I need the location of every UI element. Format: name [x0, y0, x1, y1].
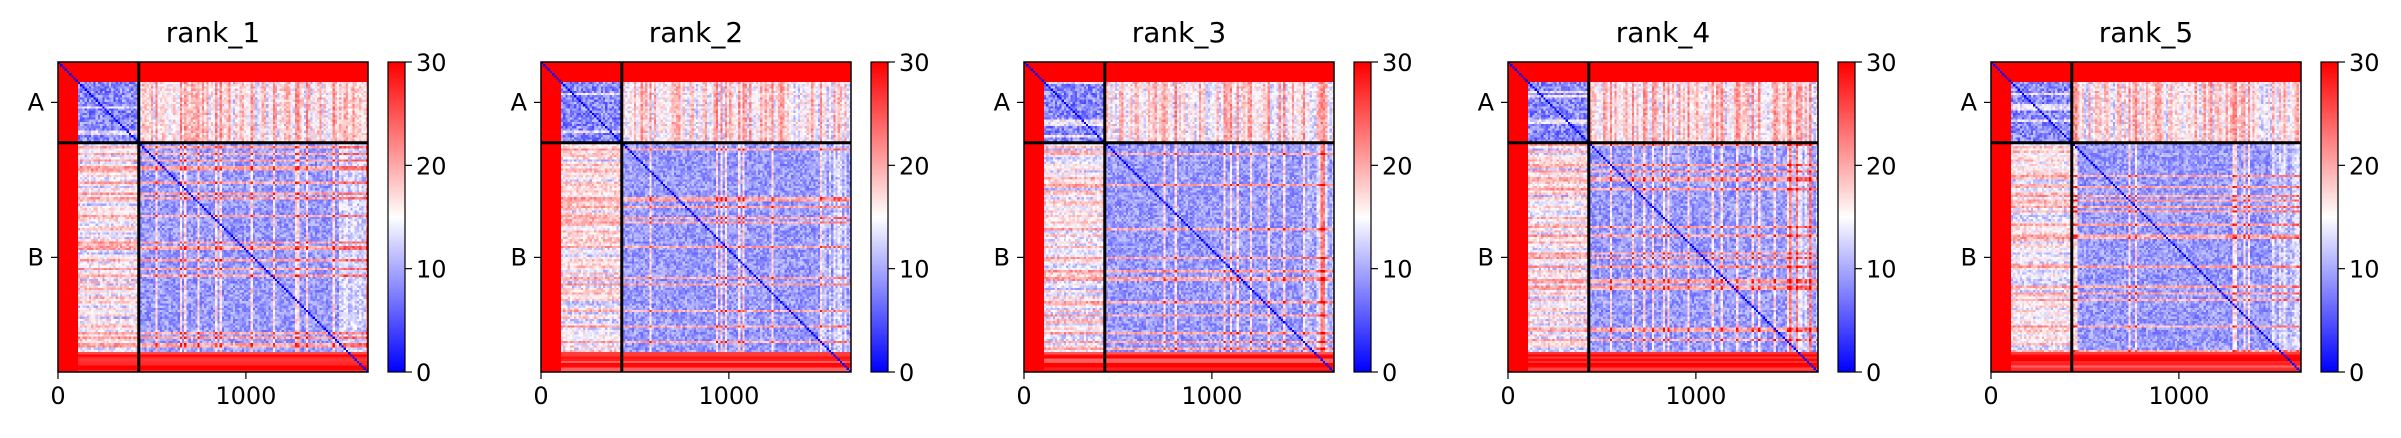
colorbar-frame: [1354, 62, 1371, 372]
chain-label-A: A: [994, 88, 1011, 116]
colorbar-tick-label: 30: [416, 49, 447, 77]
colorbar-tick-label: 20: [1382, 152, 1413, 180]
colorbar-tick-label: 10: [1866, 256, 1897, 284]
panel-rank_3: rank_3 0 1000 A B 0 10 20 30: [1024, 0, 1504, 438]
x-tick-label: 1000: [2148, 382, 2209, 410]
heatmap-frame: [541, 62, 851, 372]
colorbar-tick-label: 20: [1866, 152, 1897, 180]
chain-label-A: A: [28, 88, 45, 116]
colorbar-frame: [388, 62, 405, 372]
colorbar-tick-label: 30: [2349, 49, 2380, 77]
colorbar-tick-label: 0: [416, 359, 431, 387]
colorbar-tick-label: 0: [2349, 359, 2364, 387]
colorbar-tick-label: 20: [899, 152, 930, 180]
heatmap-frame: [1991, 62, 2301, 372]
heatmap-frame: [58, 62, 368, 372]
x-tick-label: 0: [533, 382, 548, 410]
heatmap-frame: [1508, 62, 1818, 372]
panel-title: rank_1: [166, 16, 260, 49]
chain-label-B: B: [1478, 243, 1494, 271]
panel-rank_1: rank_1 0 1000 A B 0 10 20 30: [58, 0, 538, 438]
colorbar-tick-label: 10: [1382, 256, 1413, 284]
panel-rank_2: rank_2 0 1000 A B 0 10 20 30: [541, 0, 1021, 438]
colorbar-tick-label: 30: [1382, 49, 1413, 77]
colorbar-tick-label: 0: [899, 359, 914, 387]
chain-label-B: B: [1961, 243, 1977, 271]
panel-title: rank_5: [2099, 16, 2193, 49]
x-tick-label: 0: [50, 382, 65, 410]
colorbar-frame: [871, 62, 888, 372]
colorbar-tick-label: 0: [1382, 359, 1397, 387]
panel-title: rank_2: [649, 16, 743, 49]
colorbar-tick-label: 10: [899, 256, 930, 284]
colorbar-tick-label: 0: [1866, 359, 1881, 387]
heatmap-frame: [1024, 62, 1334, 372]
colorbar-frame: [2321, 62, 2338, 372]
chain-label-A: A: [1478, 88, 1495, 116]
x-tick-label: 1000: [1181, 382, 1242, 410]
colorbar-tick-label: 30: [1866, 49, 1897, 77]
x-tick-label: 1000: [1665, 382, 1726, 410]
colorbar-frame: [1838, 62, 1855, 372]
colorbar-tick-label: 10: [2349, 256, 2380, 284]
x-tick-label: 0: [1983, 382, 1998, 410]
panel-rank_5: rank_5 0 1000 A B 0 10 20 30: [1991, 0, 2401, 438]
colorbar-tick-label: 20: [2349, 152, 2380, 180]
x-tick-label: 1000: [698, 382, 759, 410]
chain-label-B: B: [28, 243, 44, 271]
panel-rank_4: rank_4 0 1000 A B 0 10 20 30: [1508, 0, 1988, 438]
panel-title: rank_4: [1616, 16, 1710, 49]
panel-title: rank_3: [1132, 16, 1226, 49]
x-tick-label: 1000: [215, 382, 276, 410]
colorbar-tick-label: 10: [416, 256, 447, 284]
chain-label-B: B: [511, 243, 527, 271]
x-tick-label: 0: [1500, 382, 1515, 410]
chain-label-B: B: [994, 243, 1010, 271]
chain-label-A: A: [511, 88, 528, 116]
x-tick-label: 0: [1016, 382, 1031, 410]
colorbar-tick-label: 20: [416, 152, 447, 180]
colorbar-tick-label: 30: [899, 49, 930, 77]
chain-label-A: A: [1961, 88, 1978, 116]
